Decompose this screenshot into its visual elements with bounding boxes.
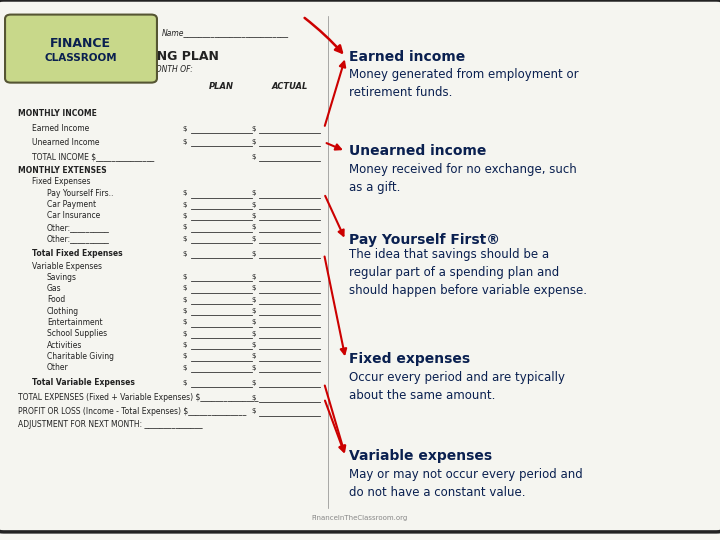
Text: $: $ bbox=[251, 213, 256, 219]
Text: $: $ bbox=[251, 353, 256, 360]
Text: Car Insurance: Car Insurance bbox=[47, 212, 100, 220]
Text: $: $ bbox=[183, 380, 187, 386]
Text: ADJUSTMENT FOR NEXT MONTH: _______________: ADJUSTMENT FOR NEXT MONTH: _____________… bbox=[18, 421, 202, 429]
Text: $: $ bbox=[251, 364, 256, 371]
Text: $: $ bbox=[251, 319, 256, 326]
Text: $: $ bbox=[251, 308, 256, 314]
Text: Pay Yourself First®: Pay Yourself First® bbox=[349, 233, 500, 247]
Text: $: $ bbox=[183, 319, 187, 326]
Text: FinanceInTheClassroom.org: FinanceInTheClassroom.org bbox=[312, 515, 408, 522]
Text: $: $ bbox=[251, 296, 256, 303]
Text: $: $ bbox=[251, 201, 256, 208]
Text: Car Payment: Car Payment bbox=[47, 200, 96, 209]
Text: $: $ bbox=[251, 125, 256, 132]
Text: $: $ bbox=[251, 274, 256, 280]
Text: MONTHLY EXTENSES: MONTHLY EXTENSES bbox=[18, 166, 107, 174]
Text: TOTAL INCOME $_______________: TOTAL INCOME $_______________ bbox=[32, 152, 155, 161]
Text: Activities: Activities bbox=[47, 341, 82, 349]
Text: $: $ bbox=[183, 285, 187, 292]
Text: Fixed Expenses: Fixed Expenses bbox=[32, 178, 91, 186]
Text: $: $ bbox=[251, 235, 256, 242]
Text: Name___________________________: Name___________________________ bbox=[162, 28, 289, 37]
Text: The idea that savings should be a
regular part of a spending plan and
should hap: The idea that savings should be a regula… bbox=[349, 248, 588, 297]
Text: $: $ bbox=[251, 395, 256, 401]
Text: Total Variable Expenses: Total Variable Expenses bbox=[32, 379, 135, 387]
Text: FOR MONTH OF:: FOR MONTH OF: bbox=[131, 65, 193, 73]
Text: Money received for no exchange, such
as a gift.: Money received for no exchange, such as … bbox=[349, 163, 577, 194]
Text: $: $ bbox=[183, 353, 187, 360]
Text: $: $ bbox=[183, 308, 187, 314]
Text: $: $ bbox=[183, 274, 187, 280]
Text: Unearned Income: Unearned Income bbox=[32, 138, 100, 146]
Text: Pay Yourself Firs..: Pay Yourself Firs.. bbox=[47, 189, 113, 198]
Text: $: $ bbox=[183, 125, 187, 132]
Text: $: $ bbox=[251, 139, 256, 145]
Text: TOTAL EXPENSES (Fixed + Variable Expenses) $_______________: TOTAL EXPENSES (Fixed + Variable Expense… bbox=[18, 394, 258, 402]
Text: Charitable Giving: Charitable Giving bbox=[47, 352, 114, 361]
Text: SPENDING PLAN: SPENDING PLAN bbox=[105, 50, 219, 63]
Text: Other:__________: Other:__________ bbox=[47, 223, 109, 232]
Text: PROFIT OR LOSS (Income - Total Expenses) $_______________: PROFIT OR LOSS (Income - Total Expenses)… bbox=[18, 407, 246, 416]
Text: $: $ bbox=[183, 342, 187, 348]
Text: $: $ bbox=[251, 251, 256, 257]
Text: $: $ bbox=[183, 364, 187, 371]
Text: $: $ bbox=[251, 342, 256, 348]
Text: $: $ bbox=[183, 330, 187, 337]
Text: $: $ bbox=[251, 408, 256, 415]
Text: Earned Income: Earned Income bbox=[32, 124, 90, 133]
Text: MONTHLY INCOME: MONTHLY INCOME bbox=[18, 109, 97, 118]
Text: $: $ bbox=[251, 380, 256, 386]
Text: Other: Other bbox=[47, 363, 68, 372]
Text: Money generated from employment or
retirement funds.: Money generated from employment or retir… bbox=[349, 68, 579, 99]
Text: $: $ bbox=[251, 285, 256, 292]
Text: Variable Expenses: Variable Expenses bbox=[32, 262, 102, 271]
Text: $: $ bbox=[251, 330, 256, 337]
Text: Entertainment: Entertainment bbox=[47, 318, 102, 327]
Text: May or may not occur every period and
do not have a constant value.: May or may not occur every period and do… bbox=[349, 468, 583, 499]
Text: Variable expenses: Variable expenses bbox=[349, 449, 492, 463]
Text: $: $ bbox=[251, 224, 256, 231]
Text: Occur every period and are typically
about the same amount.: Occur every period and are typically abo… bbox=[349, 370, 565, 402]
Text: $: $ bbox=[183, 224, 187, 231]
Text: $: $ bbox=[251, 153, 256, 160]
Text: Fixed expenses: Fixed expenses bbox=[349, 352, 470, 366]
Text: Total Fixed Expenses: Total Fixed Expenses bbox=[32, 249, 123, 258]
Text: FINANCE: FINANCE bbox=[50, 37, 111, 50]
Text: $: $ bbox=[183, 213, 187, 219]
Text: $: $ bbox=[251, 190, 256, 197]
Text: CLASSROOM: CLASSROOM bbox=[45, 53, 117, 63]
Text: Unearned income: Unearned income bbox=[349, 144, 487, 158]
FancyBboxPatch shape bbox=[5, 15, 157, 83]
Text: $: $ bbox=[183, 251, 187, 257]
Text: Earned income: Earned income bbox=[349, 50, 465, 64]
Text: $: $ bbox=[183, 201, 187, 208]
Text: Clothing: Clothing bbox=[47, 307, 79, 315]
Text: Other:__________: Other:__________ bbox=[47, 234, 109, 243]
Text: School Supplies: School Supplies bbox=[47, 329, 107, 338]
Text: $: $ bbox=[183, 296, 187, 303]
Text: $: $ bbox=[183, 190, 187, 197]
Text: ACTUAL: ACTUAL bbox=[271, 82, 308, 91]
Text: Savings: Savings bbox=[47, 273, 77, 281]
Text: $: $ bbox=[183, 139, 187, 145]
Text: $: $ bbox=[183, 235, 187, 242]
Text: Food: Food bbox=[47, 295, 65, 304]
Text: Gas: Gas bbox=[47, 284, 61, 293]
Text: PLAN: PLAN bbox=[209, 82, 234, 91]
